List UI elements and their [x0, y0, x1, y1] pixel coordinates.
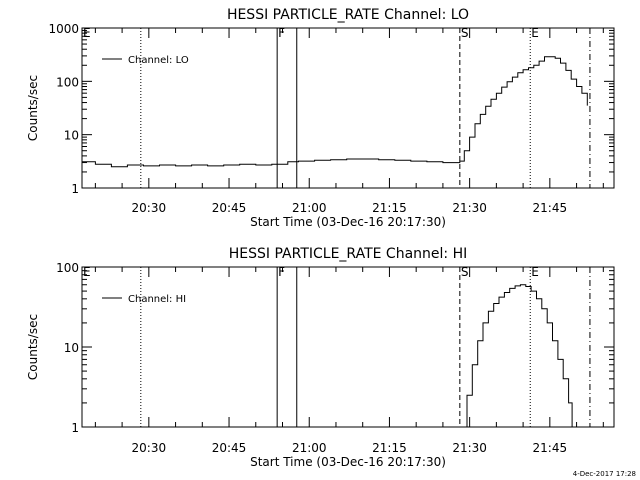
y-tick-label: 10 — [64, 129, 79, 143]
y-axis-label: Counts/sec — [26, 314, 40, 380]
x-tick-label: 21:30 — [452, 441, 487, 455]
event-marker-label: E — [531, 265, 539, 279]
event-marker-label: E — [83, 26, 91, 40]
y-tick-label: 100 — [56, 261, 79, 275]
y-axis-label: Counts/sec — [26, 75, 40, 141]
series-line — [82, 56, 588, 168]
chart-title: HESSI PARTICLE_RATE Channel: HI — [229, 246, 467, 262]
x-tick-label: 20:45 — [212, 201, 247, 215]
x-tick-label: 20:45 — [212, 441, 247, 455]
x-tick-label: 21:00 — [292, 441, 327, 455]
hi-channel-panel: HESSI PARTICLE_RATE Channel: HI Counts/se… — [26, 246, 615, 469]
x-axis-label: Start Time (03-Dec-16 20:17:30) — [250, 455, 446, 469]
footer-timestamp: 4-Dec-2017 17:28 — [573, 470, 636, 478]
y-tick-label: 100 — [56, 75, 79, 89]
lo-channel-panel: HESSI PARTICLE_RATE Channel: LO Counts/se… — [26, 7, 615, 229]
x-tick-label: 21:00 — [292, 201, 327, 215]
y-tick-label: 10 — [64, 341, 79, 355]
event-marker-label: F — [278, 265, 285, 279]
x-tick-label: 21:45 — [533, 201, 568, 215]
chart-title: HESSI PARTICLE_RATE Channel: LO — [227, 7, 469, 23]
x-tick-label: 20:30 — [132, 441, 167, 455]
legend-label: Channel: LO — [128, 55, 189, 66]
x-tick-label: 21:30 — [452, 201, 487, 215]
event-marker-label: S — [461, 265, 469, 279]
x-tick-label: 21:15 — [372, 441, 407, 455]
event-marker-label: S — [461, 26, 469, 40]
x-tick-label: 20:30 — [132, 201, 167, 215]
y-tick-label: 1000 — [48, 22, 79, 36]
x-tick-label: 21:15 — [372, 201, 407, 215]
y-tick-label: 1 — [71, 421, 79, 435]
x-tick-label: 21:45 — [533, 441, 568, 455]
x-axis-label: Start Time (03-Dec-16 20:17:30) — [250, 215, 446, 229]
plot-frame — [81, 27, 615, 189]
legend-label: Channel: HI — [128, 294, 186, 305]
event-marker-label: F — [278, 26, 285, 40]
y-tick-label: 1 — [71, 182, 79, 196]
event-marker-label: E — [83, 265, 91, 279]
series-line — [463, 284, 573, 428]
event-marker-label: E — [531, 26, 539, 40]
